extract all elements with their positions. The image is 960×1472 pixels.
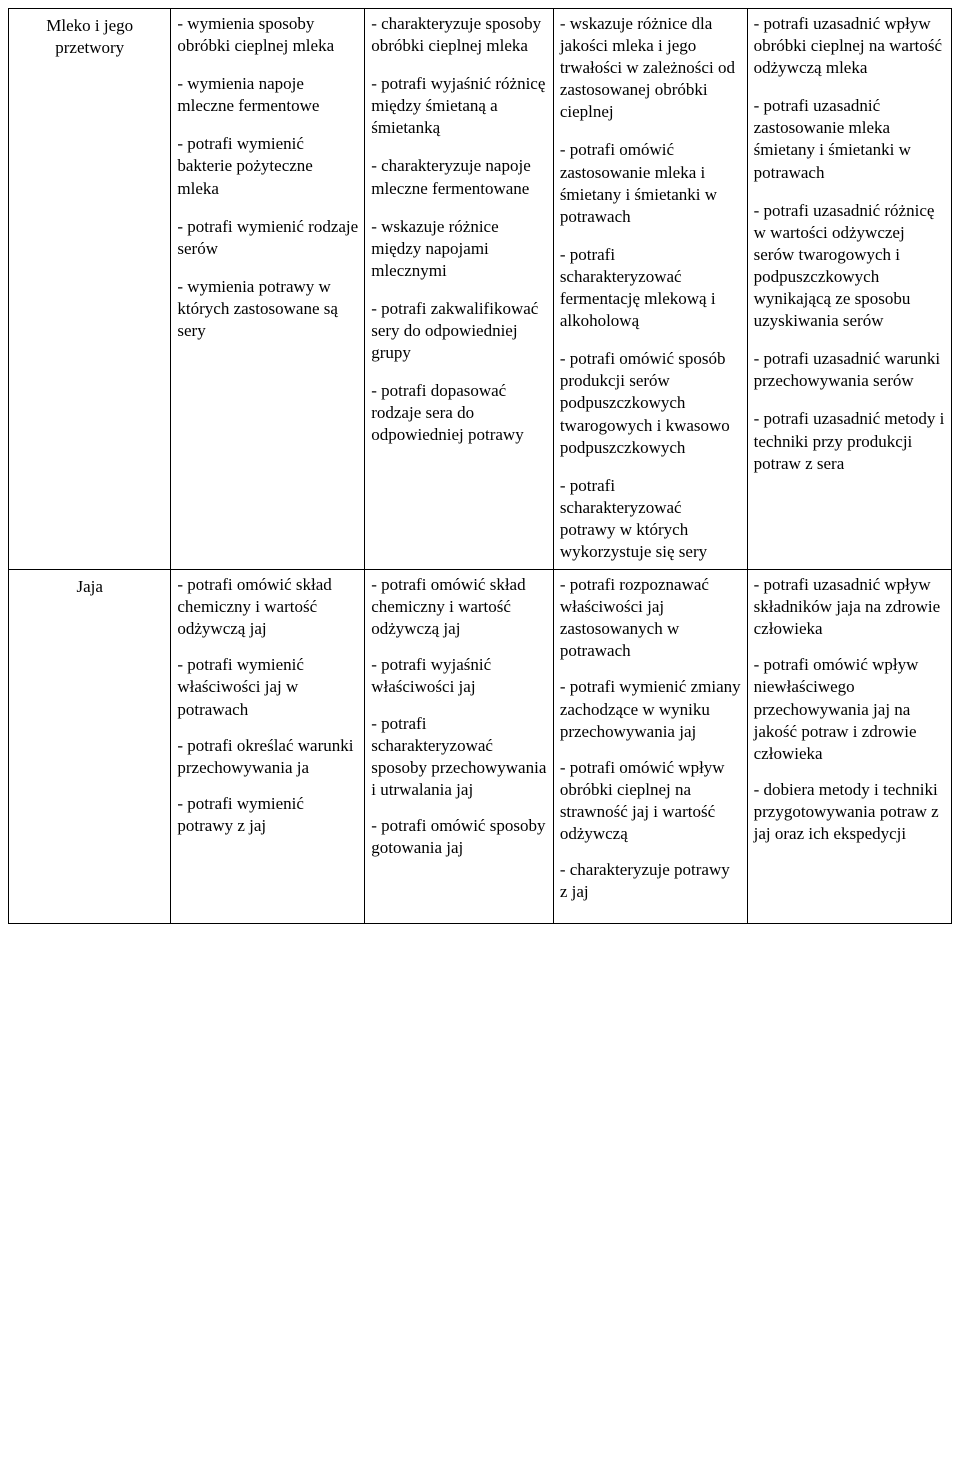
criteria-item: - potrafi scharakteryzować sposoby przec… (371, 713, 547, 801)
criteria-item: - potrafi uzasadnić różnicę w wartości o… (754, 200, 945, 333)
criteria-item: - potrafi omówić zastosowanie mleka i śm… (560, 139, 741, 227)
criteria-item: - potrafi uzasadnić wpływ składników jaj… (754, 574, 945, 640)
criteria-item: - wymienia napoje mleczne fermentowe (177, 73, 358, 117)
criteria-item: - potrafi omówić wpływ obróbki cieplnej … (560, 757, 741, 845)
criteria-item: - potrafi omówić sposoby gotowania jaj (371, 815, 547, 859)
level-cell: - potrafi uzasadnić wpływ składników jaj… (747, 570, 951, 924)
criteria-item: - potrafi omówić wpływ niewłaściwego prz… (754, 654, 945, 764)
level-cell: - potrafi rozpoznawać właściwości jaj za… (553, 570, 747, 924)
criteria-item: - potrafi określać warunki przechowywani… (177, 735, 358, 779)
criteria-item: - wskazuje różnice między napojami mlecz… (371, 216, 547, 282)
criteria-table: Mleko i jego przetwory - wymienia sposob… (8, 8, 952, 924)
criteria-item: - potrafi omówić sposób produkcji serów … (560, 348, 741, 458)
criteria-item: - wymienia sposoby obróbki cieplnej mlek… (177, 13, 358, 57)
criteria-item: - potrafi wymienić potrawy z jaj (177, 793, 358, 837)
level-cell: - charakteryzuje sposoby obróbki cieplne… (365, 9, 554, 570)
criteria-item: - potrafi wymienić zmiany zachodzące w w… (560, 676, 741, 742)
criteria-item: - charakteryzuje potrawy z jaj (560, 859, 741, 903)
criteria-item: - potrafi wymienić właściwości jaj w pot… (177, 654, 358, 720)
criteria-item: - charakteryzuje napoje mleczne fermento… (371, 155, 547, 199)
topic-label: Jaja (76, 577, 102, 596)
topic-cell: Mleko i jego przetwory (9, 9, 171, 570)
criteria-item: - potrafi uzasadnić wpływ obróbki ciepln… (754, 13, 945, 79)
criteria-item: - potrafi zakwalifikować sery do odpowie… (371, 298, 547, 364)
criteria-item: - potrafi omówić skład chemiczny i warto… (177, 574, 358, 640)
criteria-item: - potrafi uzasadnić warunki przechowywan… (754, 348, 945, 392)
level-cell: - wskazuje różnice dla jakości mleka i j… (553, 9, 747, 570)
level-cell: - potrafi omówić skład chemiczny i warto… (171, 570, 365, 924)
criteria-item: - potrafi dopasować rodzaje sera do odpo… (371, 380, 547, 446)
criteria-item: - wskazuje różnice dla jakości mleka i j… (560, 13, 741, 123)
criteria-item: - potrafi rozpoznawać właściwości jaj za… (560, 574, 741, 662)
criteria-item: - charakteryzuje sposoby obróbki cieplne… (371, 13, 547, 57)
criteria-item: - wymienia potrawy w których zastosowane… (177, 276, 358, 342)
criteria-item: - potrafi uzasadnić metody i techniki pr… (754, 408, 945, 474)
table-row: Jaja - potrafi omówić skład chemiczny i … (9, 570, 952, 924)
criteria-item: - potrafi omówić skład chemiczny i warto… (371, 574, 547, 640)
criteria-item: - potrafi scharakteryzować fermentację m… (560, 244, 741, 332)
table-row: Mleko i jego przetwory - wymienia sposob… (9, 9, 952, 570)
criteria-item: - dobiera metody i techniki przygotowywa… (754, 779, 945, 845)
criteria-item: - potrafi wymienić bakterie pożyteczne m… (177, 133, 358, 199)
criteria-item: - potrafi wyjaśnić różnicę między śmieta… (371, 73, 547, 139)
level-cell: - potrafi omówić skład chemiczny i warto… (365, 570, 554, 924)
criteria-item: - potrafi wymienić rodzaje serów (177, 216, 358, 260)
topic-cell: Jaja (9, 570, 171, 924)
criteria-item: - potrafi scharakteryzować potrawy w któ… (560, 475, 741, 563)
criteria-item: - potrafi uzasadnić zastosowanie mleka ś… (754, 95, 945, 183)
criteria-item: - potrafi wyjaśnić właściwości jaj (371, 654, 547, 698)
level-cell: - potrafi uzasadnić wpływ obróbki ciepln… (747, 9, 951, 570)
topic-label: Mleko i jego przetwory (46, 16, 133, 57)
level-cell: - wymienia sposoby obróbki cieplnej mlek… (171, 9, 365, 570)
